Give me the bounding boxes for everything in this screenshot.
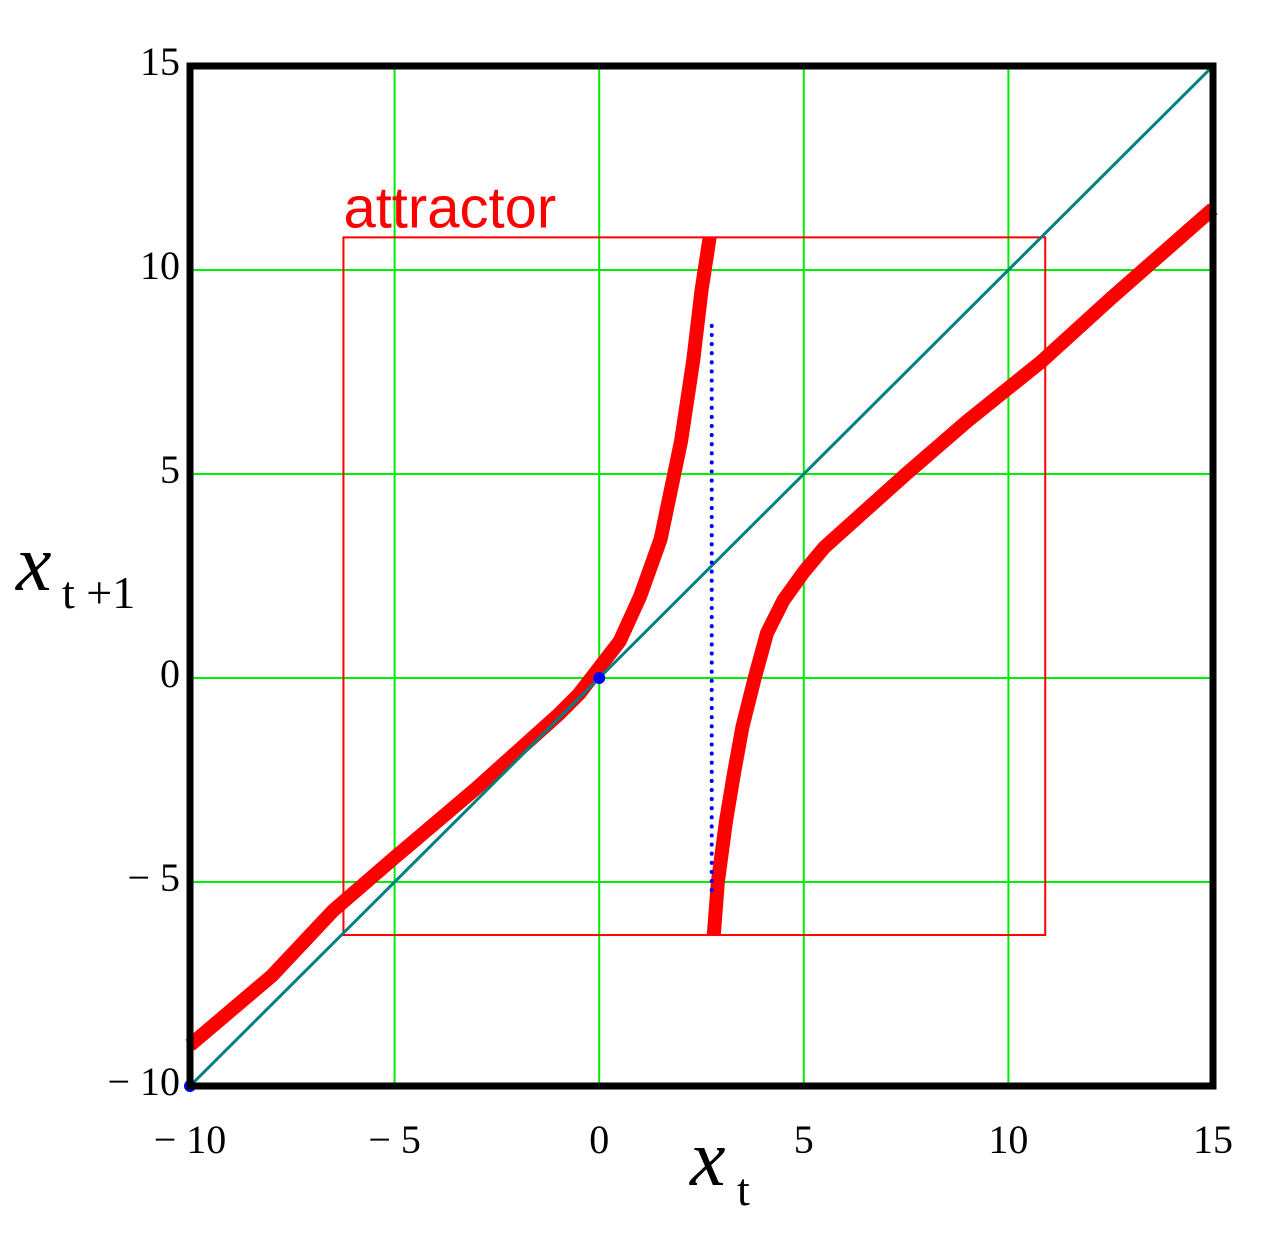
y-tick-label: 10 xyxy=(140,243,180,288)
y-tick-label: 0 xyxy=(160,651,180,696)
y-tick-label: 5 xyxy=(160,447,180,492)
curve xyxy=(185,236,717,1051)
x-tick-label: 15 xyxy=(1193,1117,1233,1162)
x-tick-label: − 10 xyxy=(154,1117,227,1162)
annotation-label: attractor xyxy=(343,175,556,240)
point xyxy=(593,672,606,684)
y-axis-label: x xyxy=(15,520,52,608)
x-tick-label: 5 xyxy=(794,1117,814,1162)
x-tick-label: 0 xyxy=(589,1117,609,1162)
x-axis-label: x xyxy=(689,1115,726,1203)
y-tick-label: − 10 xyxy=(107,1059,180,1104)
curve xyxy=(706,203,1218,936)
curve xyxy=(188,64,1215,1088)
attractor-box xyxy=(342,236,1047,937)
y-axis-label-subscript: t +1 xyxy=(62,567,135,618)
y-tick-label: − 5 xyxy=(127,855,180,900)
x-tick-label: 10 xyxy=(988,1117,1028,1162)
y-tick-label: 15 xyxy=(140,39,180,84)
plot-frame xyxy=(186,62,1217,1090)
x-axis-label-subscript: t xyxy=(737,1164,750,1215)
x-tick-label: − 5 xyxy=(368,1117,421,1162)
